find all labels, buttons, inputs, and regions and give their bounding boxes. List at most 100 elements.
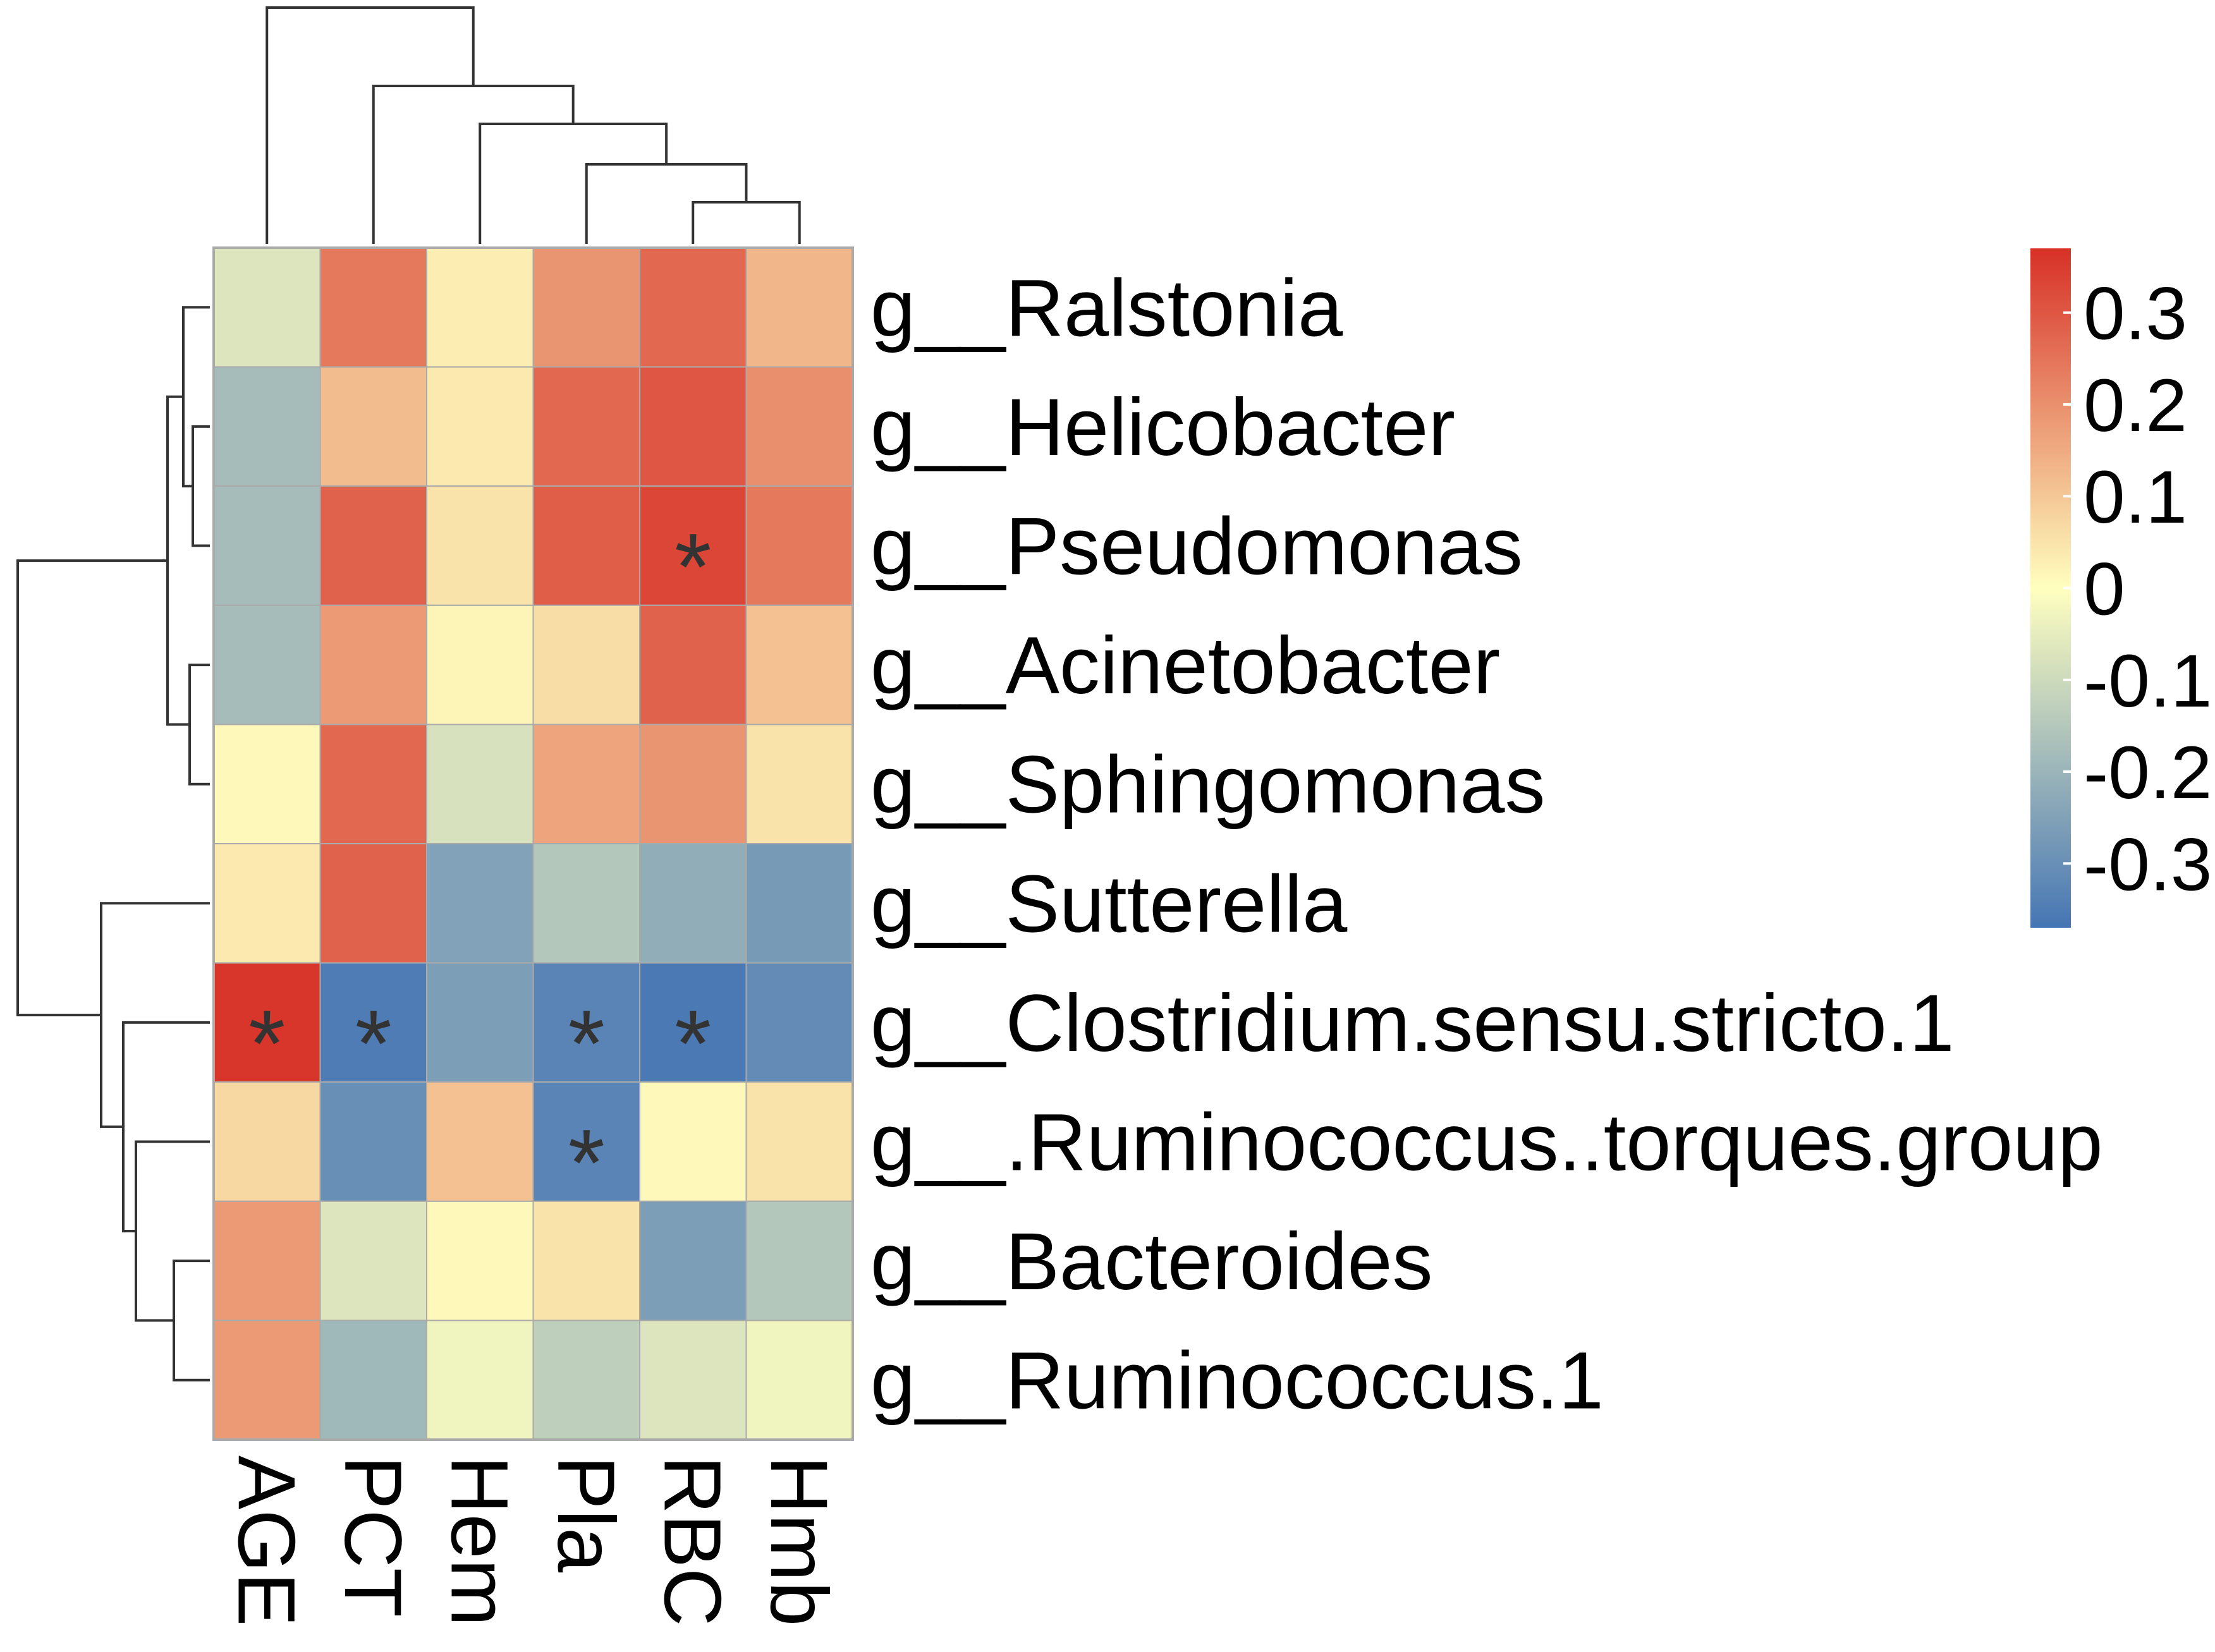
heatmap-cell-g-acinetobacter-hmb	[745, 604, 853, 726]
row-dendrogram-branch	[100, 902, 210, 1128]
legend-tick-label: -0.2	[2084, 731, 2212, 815]
row-label-g-acinetobacter: g__Acinetobacter	[870, 621, 1500, 711]
heatmap-cell-g-acinetobacter-age	[213, 604, 321, 726]
heatmap-cell-g-sutterella-rbc	[639, 843, 747, 964]
heatmap-cell-g-helicobacter-pct	[319, 366, 427, 487]
heatmap-cell-g-ruminococcus-1-hmb	[745, 1320, 853, 1440]
row-dendrogram	[16, 306, 210, 1382]
heatmap-cell-g-helicobacter-hmb	[745, 366, 853, 487]
row-label-g-ralstonia: g__Ralstonia	[870, 263, 1343, 353]
heatmap-cell-g-sphingomonas-rbc	[639, 724, 747, 845]
row-label-g-ruminococcus-1: g__Ruminococcus.1	[870, 1336, 1604, 1426]
column-label-hem: Hem	[434, 1455, 524, 1626]
heatmap-cell-g-clostridium-sensu-stricto-1-pla	[532, 962, 640, 1083]
significance-star: *	[355, 990, 392, 1096]
column-dendrogram-branch	[585, 163, 748, 244]
heatmap-cell-g-acinetobacter-pct	[319, 604, 427, 726]
heatmap-cell-g-sutterella-pla	[532, 843, 640, 964]
heatmap-cell-g-pseudomonas-pla	[532, 485, 640, 606]
legend-tick-label: 0.2	[2084, 364, 2187, 447]
row-dendrogram-branch	[173, 1260, 210, 1382]
heatmap-cell-g-ralstonia-hmb	[745, 247, 853, 368]
heatmap-cell-g-helicobacter-hem	[426, 366, 534, 487]
heatmap-cell-g-ruminococcus-torques-group-hem	[426, 1081, 534, 1202]
color-legend: 0.30.2 0.1 0 -0.1-0.2-0.3	[2030, 248, 2212, 928]
heatmap-cell-g-clostridium-sensu-stricto-1-age	[213, 962, 321, 1083]
column-label-rbc: RBC	[647, 1455, 737, 1626]
heatmap-cell-g-ruminococcus-1-hem	[426, 1320, 534, 1440]
row-label-g-ruminococcus-torques-group: g__.Ruminococcus..torques.group	[870, 1098, 2103, 1188]
row-label-g-bacteroides: g__Bacteroides	[870, 1217, 1433, 1307]
heatmap-cell-g-bacteroides-pla	[532, 1200, 640, 1321]
heatmap-cell-g-sphingomonas-hmb	[745, 724, 853, 845]
heatmap-cell-g-sutterella-age	[213, 843, 321, 964]
column-dendrogram	[265, 6, 801, 244]
column-dendrogram-branch	[265, 6, 475, 244]
heatmap-cell-g-sutterella-hmb	[745, 843, 853, 964]
significance-star: *	[248, 990, 285, 1096]
column-dendrogram-branch	[372, 85, 575, 244]
heatmap-cell-g-pseudomonas-hmb	[745, 485, 853, 606]
heatmap-cell-g-ruminococcus-torques-group-pct	[319, 1081, 427, 1202]
heatmap-cell-g-clostridium-sensu-stricto-1-pct	[319, 962, 427, 1083]
column-labels: AGE PCT Hem Pla RBC Hmb	[221, 1455, 844, 1626]
heatmap-cell-g-ralstonia-age	[213, 247, 321, 368]
legend-ticks: 0.30.2 0.1 0 -0.1-0.2-0.3	[2063, 272, 2212, 906]
heatmap-cell-g-sphingomonas-age	[213, 724, 321, 845]
heatmap-cell-g-ralstonia-rbc	[639, 247, 747, 368]
heatmap-cell-g-clostridium-sensu-stricto-1-hem	[426, 962, 534, 1083]
heatmap-cell-g-bacteroides-hmb	[745, 1200, 853, 1321]
heatmap-cell-g-ruminococcus-torques-group-rbc	[639, 1081, 747, 1202]
legend-tick-label: 0.3	[2084, 272, 2187, 356]
heatmap-cells	[213, 247, 853, 1440]
heatmap-cell-g-helicobacter-rbc	[639, 366, 747, 487]
column-label-pla: Pla	[540, 1455, 631, 1573]
row-dendrogram-branch	[182, 306, 210, 488]
significance-star: *	[568, 1110, 605, 1216]
heatmap-cell-g-ruminococcus-torques-group-age	[213, 1081, 321, 1202]
heatmap-cell-g-ralstonia-pla	[532, 247, 640, 368]
heatmap-cell-g-helicobacter-pla	[532, 366, 640, 487]
heatmap-cell-g-bacteroides-age	[213, 1200, 321, 1321]
heatmap-cell-g-pseudomonas-age	[213, 485, 321, 606]
column-label-age: AGE	[221, 1455, 311, 1626]
column-label-hmb: Hmb	[754, 1455, 844, 1626]
heatmap-cell-g-pseudomonas-hem	[426, 485, 534, 606]
heatmap-cell-g-sphingomonas-pct	[319, 724, 427, 845]
row-dendrogram-branch	[192, 425, 210, 547]
row-labels: g__Ralstonia g__Helicobacter g__Pseudomona…	[870, 263, 2103, 1426]
heatmap-cell-g-acinetobacter-rbc	[639, 604, 747, 726]
column-dendrogram-branch	[692, 201, 801, 244]
row-label-g-pseudomonas: g__Pseudomonas	[870, 502, 1523, 592]
heatmap-cell-g-ruminococcus-1-rbc	[639, 1320, 747, 1440]
heatmap-cell-g-bacteroides-hem	[426, 1200, 534, 1321]
row-label-g-clostridium-sensu-stricto-1: g__Clostridium.sensu.stricto.1	[870, 978, 1955, 1069]
legend-tick-label: -0.3	[2084, 823, 2212, 906]
legend-tick-label: 0	[2084, 548, 2125, 631]
row-label-g-sphingomonas: g__Sphingomonas	[870, 740, 1546, 830]
heatmap-cell-g-pseudomonas-pct	[319, 485, 427, 606]
heatmap-cell-g-sutterella-pct	[319, 843, 427, 964]
significance-star: *	[568, 990, 605, 1096]
heatmap-cell-g-ralstonia-hem	[426, 247, 534, 368]
heatmap-cell-g-sphingomonas-hem	[426, 724, 534, 845]
row-dendrogram-branch	[16, 559, 168, 1017]
row-dendrogram-branch	[188, 664, 210, 786]
legend-tick-label: -0.1	[2084, 640, 2212, 723]
heatmap-cell-g-sutterella-hem	[426, 843, 534, 964]
column-label-pct: PCT	[327, 1455, 418, 1617]
legend-tick-label: 0.1	[2084, 456, 2187, 539]
significance-markers: * * * * * *	[248, 514, 711, 1216]
heatmap-cell-g-ruminococcus-1-pct	[319, 1320, 427, 1440]
row-label-g-helicobacter: g__Helicobacter	[870, 382, 1455, 473]
heatmap-cell-g-acinetobacter-hem	[426, 604, 534, 726]
heatmap-cell-g-helicobacter-age	[213, 366, 321, 487]
heatmap-cell-g-pseudomonas-rbc	[639, 485, 747, 606]
row-dendrogram-branch	[166, 395, 190, 726]
heatmap-cell-g-ruminococcus-1-age	[213, 1320, 321, 1440]
significance-star: *	[674, 514, 711, 620]
heatmap-cell-g-bacteroides-pct	[319, 1200, 427, 1321]
heatmap-cell-g-ruminococcus-1-pla	[532, 1320, 640, 1440]
heatmap-cell-g-sphingomonas-pla	[532, 724, 640, 845]
column-dendrogram-branch	[479, 123, 668, 244]
